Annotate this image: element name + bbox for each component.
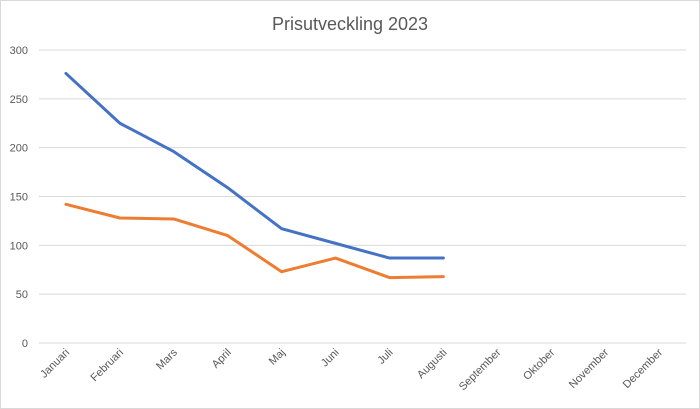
x-tick-label: Mars xyxy=(154,346,180,372)
series-line-1 xyxy=(64,71,445,260)
x-axis-ticks: Januari Februari Mars April Maj Juni Juli Augus… xyxy=(38,346,665,393)
x-tick-label: Juni xyxy=(319,347,342,370)
chart-title: Prisutveckling 2023 xyxy=(272,14,428,34)
y-tick-label: 200 xyxy=(10,143,28,155)
x-tick-label: Maj xyxy=(267,347,288,368)
y-axis-ticks: 0 50 100 150 200 250 300 xyxy=(10,45,28,350)
x-tick-label: Oktober xyxy=(521,346,557,382)
x-tick-label: April xyxy=(210,347,234,371)
y-tick-label: 0 xyxy=(22,338,28,350)
x-tick-label: Augusti xyxy=(415,347,449,381)
y-tick-label: 250 xyxy=(10,94,28,106)
x-tick-label: December xyxy=(621,346,666,391)
x-tick-label: November xyxy=(567,346,612,391)
gridlines xyxy=(39,49,686,344)
y-tick-label: 100 xyxy=(10,240,28,252)
series-line-2 xyxy=(64,202,445,280)
y-tick-label: 300 xyxy=(10,45,28,57)
x-tick-label: Juli xyxy=(375,347,395,367)
y-tick-label: 150 xyxy=(10,192,28,204)
x-tick-label: Februari xyxy=(89,347,126,384)
x-tick-label: September xyxy=(457,346,504,393)
x-tick-label: Januari xyxy=(38,347,72,381)
y-tick-label: 50 xyxy=(16,289,28,301)
series-lines xyxy=(64,71,445,280)
